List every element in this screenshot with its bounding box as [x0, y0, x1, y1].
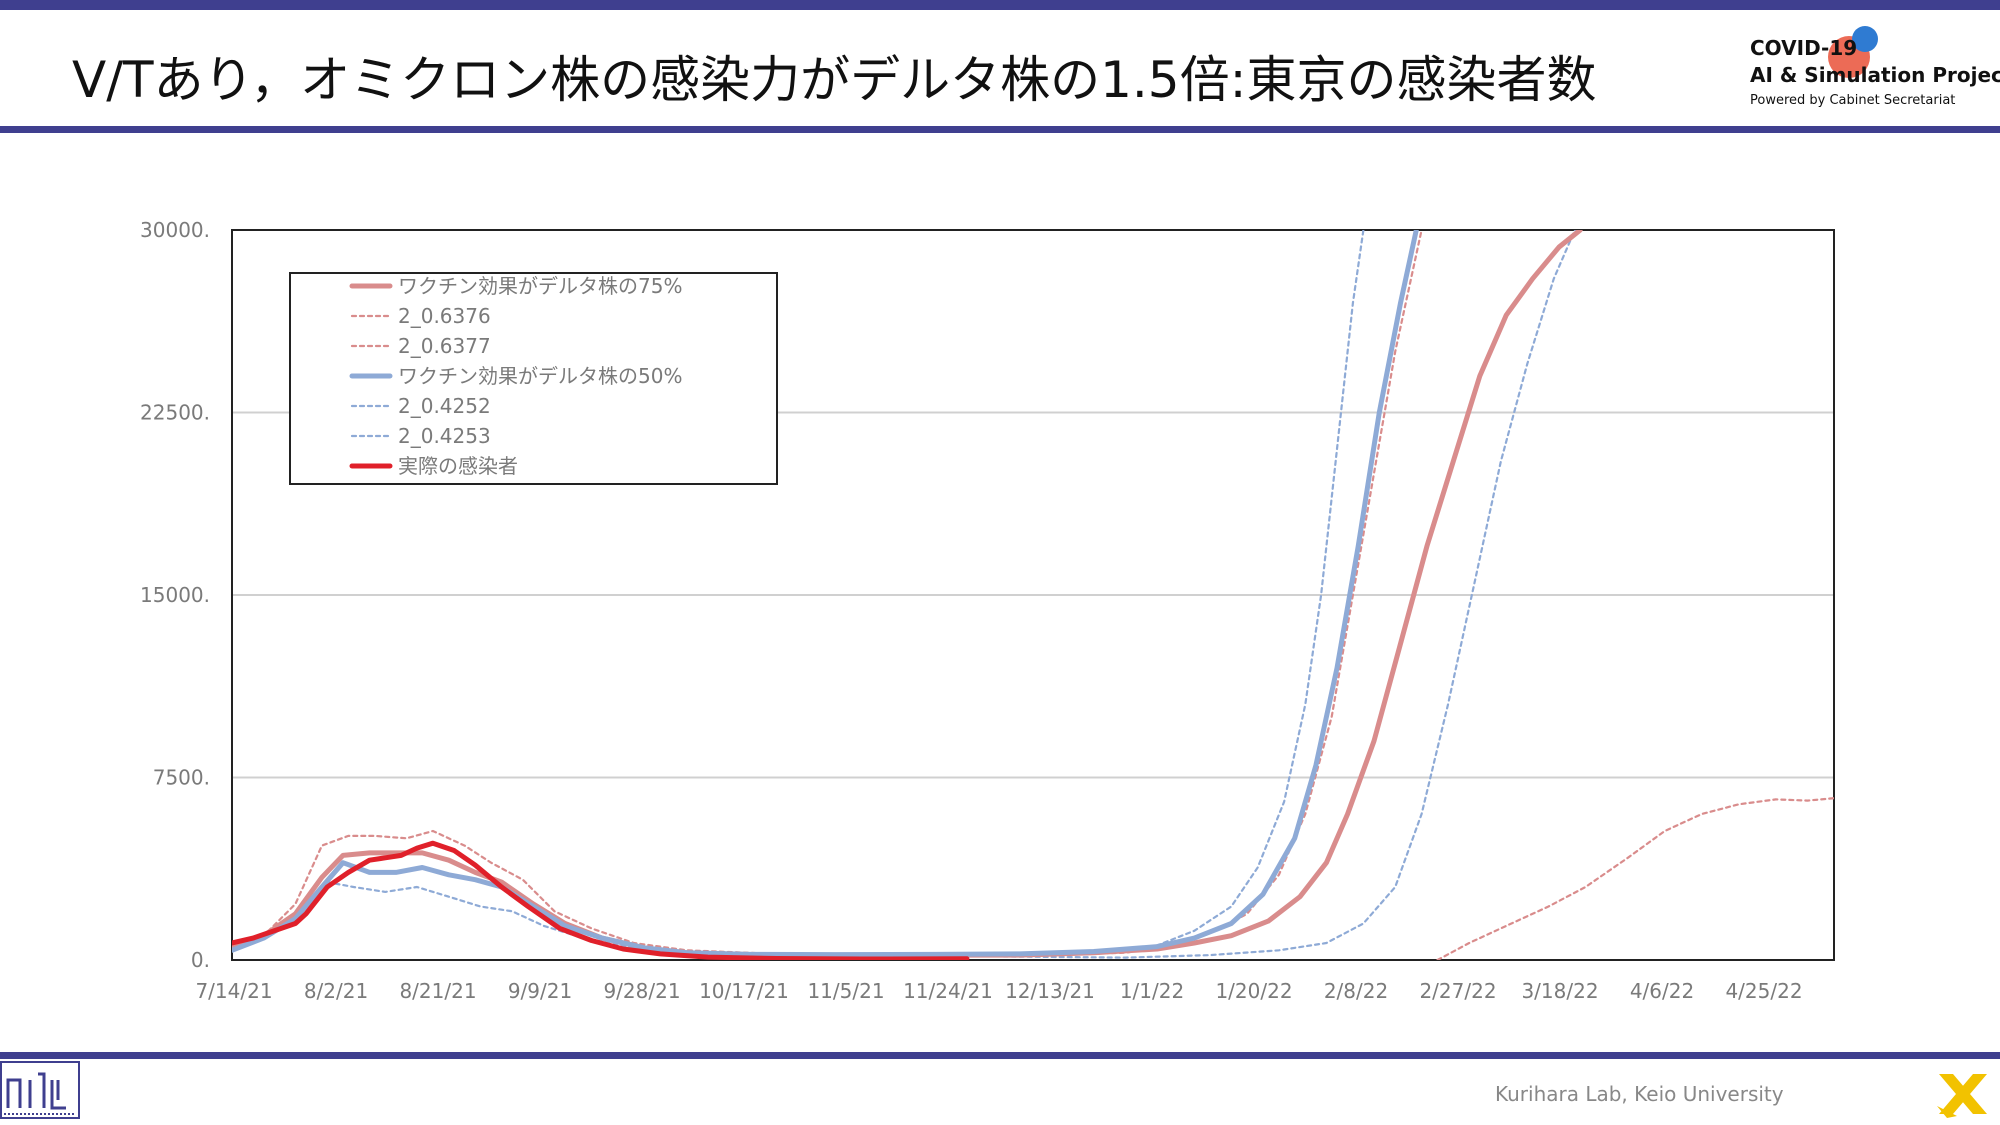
x-tick-label-3: 9/9/21	[508, 979, 572, 1003]
x-tick-label-12: 2/27/22	[1419, 979, 1496, 1003]
x-tick-label-1: 8/2/21	[304, 979, 368, 1003]
project-name-line1: COVID-19	[1750, 36, 1858, 60]
header-divider	[0, 126, 2000, 133]
x-tick-label-2: 8/21/21	[399, 979, 476, 1003]
x-tick-label-4: 9/28/21	[603, 979, 680, 1003]
x-tick-label-10: 1/20/22	[1215, 979, 1292, 1003]
line-chart: 0. 7500. 15000. 22500. 30000. 7/14/21 8/2/21 8/…	[140, 218, 1835, 1003]
legend-label-5: 2_0.4253	[398, 424, 491, 448]
page-title: V/Tあり，オミクロン株の感染力がデルタ株の1.5倍:東京の感染者数	[72, 51, 1597, 109]
x-tick-label-15: 4/25/22	[1725, 979, 1802, 1003]
legend-label-6: 実際の感染者	[398, 454, 518, 478]
top-accent-bar	[0, 0, 2000, 10]
series-line-3	[232, 230, 1419, 958]
x-tick-label-9: 1/1/22	[1120, 979, 1184, 1003]
series-line-5	[722, 230, 1576, 959]
x-tick-label-13: 3/18/22	[1521, 979, 1598, 1003]
project-powered-by: Powered by Cabinet Secretariat	[1750, 93, 1956, 108]
series-line-6	[232, 840, 970, 960]
y-tick-label-3: 22500.	[140, 401, 210, 425]
y-tick-label-4: 30000.	[140, 218, 210, 242]
logo-blue-circle	[1852, 26, 1878, 52]
x-tick-label-0: 7/14/21	[195, 979, 272, 1003]
x-tick-label-6: 11/5/21	[807, 979, 884, 1003]
legend-label-1: 2_0.6376	[398, 304, 491, 328]
x-tick-label-7: 11/24/21	[903, 979, 993, 1003]
series-line-2	[1436, 797, 1834, 960]
legend-label-0: ワクチン効果がデルタ株の75%	[398, 274, 682, 298]
x-tick-label-11: 2/8/22	[1324, 979, 1388, 1003]
x-tick-label-8: 12/13/21	[1005, 979, 1095, 1003]
x-tick-label-5: 10/17/21	[699, 979, 789, 1003]
footer-lab-name: Kurihara Lab, Keio University	[1495, 1082, 1784, 1106]
lab-logo-icon	[0, 1061, 80, 1119]
footer-divider	[0, 1052, 2000, 1059]
y-tick-label-1: 7500.	[153, 766, 210, 790]
legend-label-3: ワクチン効果がデルタ株の50%	[398, 364, 682, 388]
x-logo-icon	[1937, 1074, 1987, 1118]
series-line-1	[232, 230, 1423, 957]
legend-label-2: 2_0.6377	[398, 334, 491, 358]
legend-label-4: 2_0.4252	[398, 394, 491, 418]
plot-area	[231, 229, 1835, 961]
y-tick-label-0: 0.	[191, 948, 210, 972]
project-logo: COVID-19 AI & Simulation Project Powered…	[1748, 26, 2000, 115]
x-tick-label-14: 4/6/22	[1630, 979, 1694, 1003]
project-name-line2: AI & Simulation Project	[1750, 63, 2000, 87]
y-tick-label-2: 15000.	[140, 583, 210, 607]
